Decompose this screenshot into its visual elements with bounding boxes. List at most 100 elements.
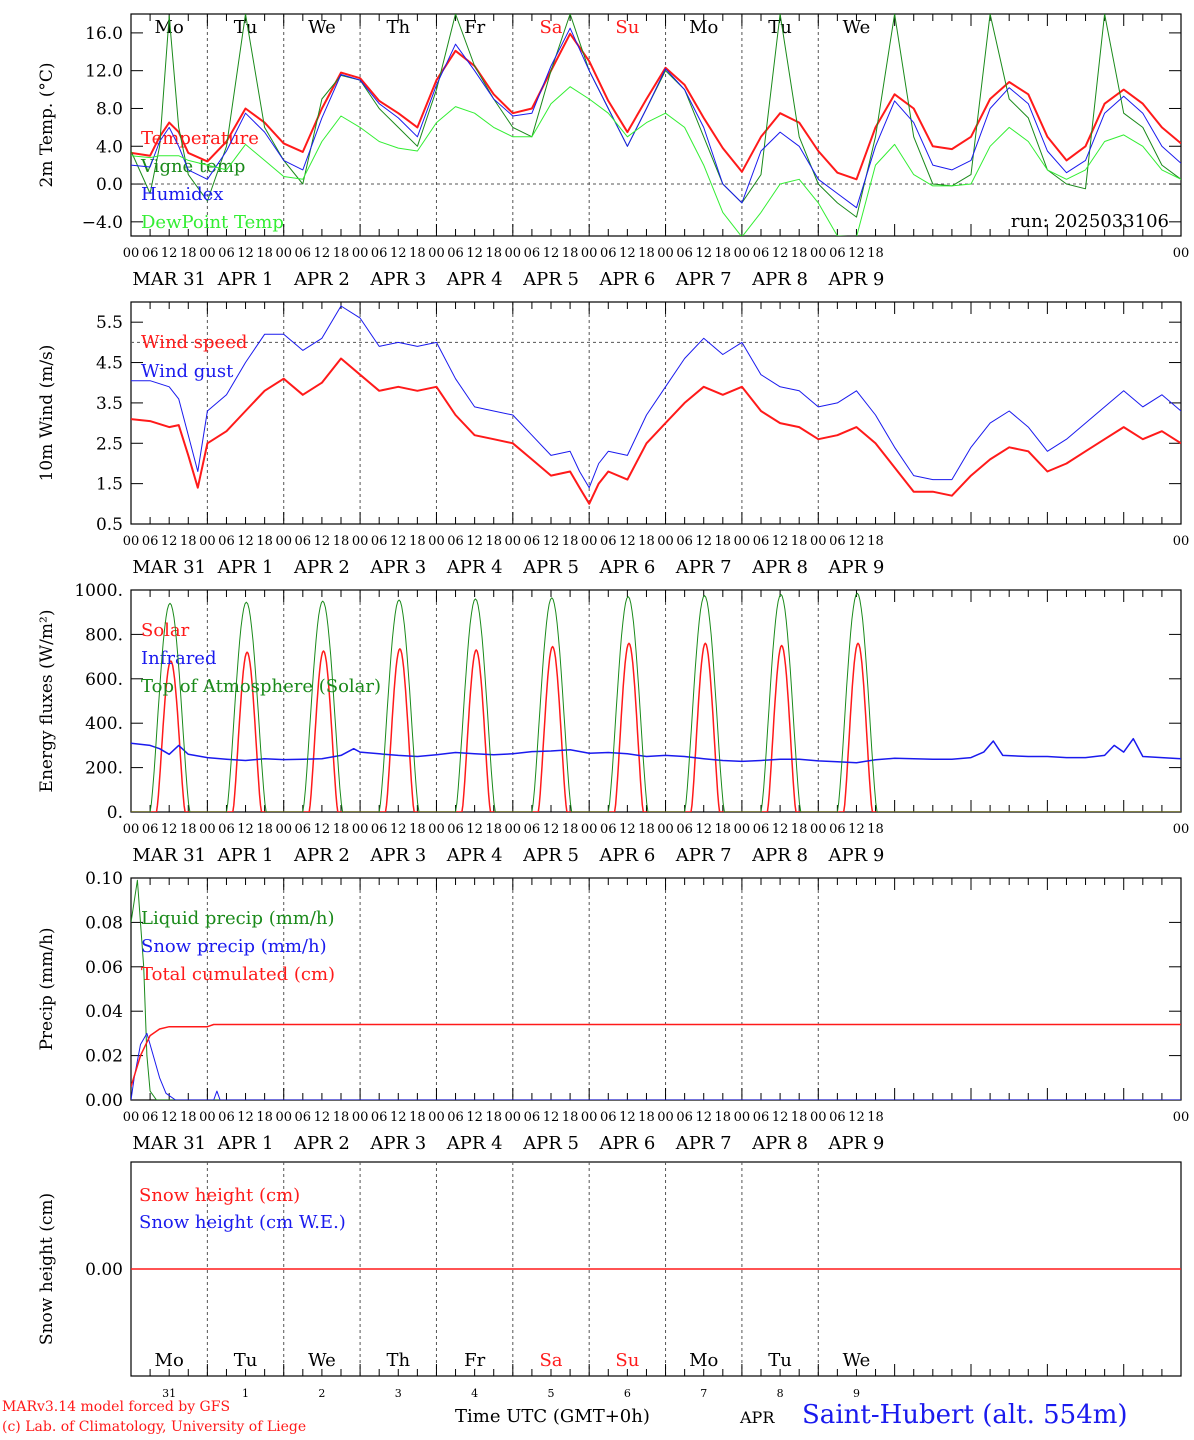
plot-frame <box>130 589 1182 813</box>
hour-label: 18 <box>256 822 273 837</box>
hour-label: 12 <box>543 534 560 549</box>
hour-label: 06 <box>753 1110 770 1125</box>
hour-label: 12 <box>848 1110 865 1125</box>
date-label: APR 8 <box>751 269 808 290</box>
y-tick-label: 200. <box>85 759 123 779</box>
hour-label: 12 <box>314 534 331 549</box>
hour-label: 06 <box>218 1110 235 1125</box>
hour-label: 06 <box>524 1110 541 1125</box>
hour-label: 06 <box>447 822 464 837</box>
hour-label: 12 <box>695 1110 712 1125</box>
y-tick-label: 1.5 <box>96 475 123 495</box>
y-axis-title: Snow height (cm) <box>37 1193 57 1345</box>
hour-label: 12 <box>772 246 789 261</box>
hour-label: 06 <box>218 822 235 837</box>
hour-label: 06 <box>447 246 464 261</box>
series-line <box>131 1032 1181 1100</box>
hour-label: 12 <box>848 822 865 837</box>
y-tick-label: 0.00 <box>85 1091 123 1111</box>
hour-label: 18 <box>638 534 655 549</box>
hour-label: 00 <box>123 1110 140 1125</box>
date-label: APR 5 <box>522 269 579 290</box>
hour-label: 00 <box>352 534 369 549</box>
legend-entry: DewPoint Temp <box>141 212 284 233</box>
hour-label: 18 <box>715 822 732 837</box>
hour-label: 00 <box>581 1110 598 1125</box>
hour-label: 12 <box>695 246 712 261</box>
date-label: APR 8 <box>751 845 808 866</box>
hour-label: 12 <box>390 534 407 549</box>
hour-label: 18 <box>867 822 884 837</box>
hour-label: 12 <box>314 246 331 261</box>
hour-label: 06 <box>600 1110 617 1125</box>
date-label: APR 7 <box>675 557 732 578</box>
hour-label: 18 <box>409 822 426 837</box>
hour-label: 06 <box>295 822 312 837</box>
hour-label: 00 <box>1173 1110 1190 1125</box>
hour-label: 12 <box>314 1110 331 1125</box>
date-label: APR 9 <box>828 1133 885 1154</box>
hour-label: 12 <box>543 822 560 837</box>
date-label: APR 7 <box>675 269 732 290</box>
hour-label: 12 <box>466 1110 483 1125</box>
date-label: APR 2 <box>293 557 350 578</box>
series-line <box>131 879 1181 1100</box>
hour-label: 06 <box>371 534 388 549</box>
day-name-label: Sa <box>539 1350 562 1371</box>
hour-label: 06 <box>142 822 159 837</box>
hour-label: 18 <box>791 822 808 837</box>
hour-label: 00 <box>428 822 445 837</box>
hour-label: 18 <box>485 246 502 261</box>
hour-label: 00 <box>352 822 369 837</box>
hour-label: 06 <box>447 534 464 549</box>
date-label: APR 5 <box>522 557 579 578</box>
hour-label: 06 <box>829 534 846 549</box>
hour-label: 00 <box>734 822 751 837</box>
hour-label: 12 <box>772 534 789 549</box>
hour-label: 00 <box>199 1110 216 1125</box>
y-tick-label: 0.0 <box>96 175 123 195</box>
hour-label: 06 <box>295 246 312 261</box>
series-line <box>131 592 1181 812</box>
date-label: APR 3 <box>369 269 426 290</box>
hour-label: 00 <box>505 1110 522 1125</box>
series-line <box>131 86 1181 236</box>
legend-entry: Snow precip (mm/h) <box>141 936 327 957</box>
hour-label: 00 <box>505 246 522 261</box>
hour-label: 12 <box>466 534 483 549</box>
hour-label: 00 <box>505 822 522 837</box>
day-name-label: Tu <box>768 17 792 38</box>
day-number-label: 9 <box>853 1387 860 1400</box>
hour-label: 12 <box>237 246 254 261</box>
hour-label: 12 <box>390 246 407 261</box>
hour-label: 06 <box>371 246 388 261</box>
day-name-label: Su <box>615 17 639 38</box>
hour-label: 18 <box>562 822 579 837</box>
date-label: APR 3 <box>369 557 426 578</box>
hour-label: 18 <box>409 534 426 549</box>
series-line <box>131 737 1181 764</box>
hour-label: 12 <box>161 534 178 549</box>
hour-label: 00 <box>734 534 751 549</box>
date-label: APR 4 <box>446 557 503 578</box>
hour-label: 00 <box>657 246 674 261</box>
hour-label: 12 <box>848 534 865 549</box>
hour-label: 06 <box>753 246 770 261</box>
hour-label: 18 <box>409 1110 426 1125</box>
date-label: APR 5 <box>522 1133 579 1154</box>
hour-label: 06 <box>371 1110 388 1125</box>
hour-label: 18 <box>333 1110 350 1125</box>
hour-label: 00 <box>734 1110 751 1125</box>
hour-label: 18 <box>562 246 579 261</box>
hour-label: 00 <box>657 534 674 549</box>
hour-label: 12 <box>619 534 636 549</box>
hour-label: 12 <box>695 822 712 837</box>
day-number-label: 4 <box>471 1387 478 1400</box>
hour-label: 06 <box>218 534 235 549</box>
hour-label: 18 <box>333 822 350 837</box>
day-name-label: Th <box>386 17 410 38</box>
hour-label: 18 <box>562 1110 579 1125</box>
date-label: APR 1 <box>217 1133 274 1154</box>
